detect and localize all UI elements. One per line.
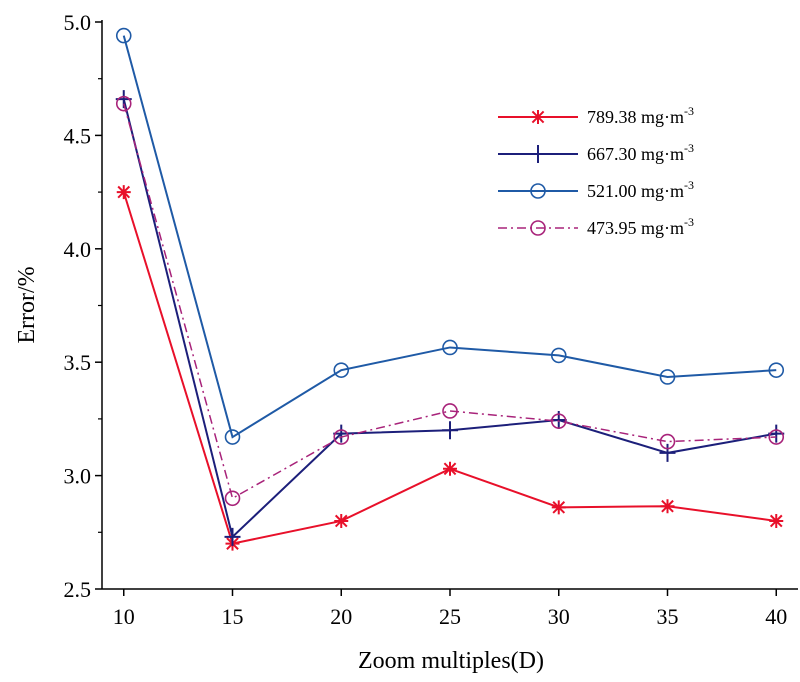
legend-entry-3: 521.00 mg·m-3	[498, 178, 694, 201]
x-tick-label: 10	[113, 604, 135, 629]
x-tick-label: 20	[330, 604, 352, 629]
series-1	[116, 185, 784, 551]
data-point	[659, 433, 676, 450]
data-point	[442, 421, 458, 440]
data-point	[550, 347, 567, 364]
legend-label: 667.30 mg·m-3	[587, 141, 694, 164]
x-tick-label: 25	[439, 604, 461, 629]
data-point	[224, 429, 241, 445]
x-axis-label: Zoom multiples(D)	[358, 648, 544, 674]
data-point	[442, 339, 458, 356]
data-point	[224, 527, 241, 546]
series-line	[122, 35, 777, 439]
legend-entry-1: 789.38 mg·m-3	[498, 104, 694, 127]
data-point	[334, 513, 349, 528]
x-tick-label: 15	[222, 604, 244, 629]
data-point	[116, 185, 131, 200]
x-tick-label: 40	[765, 604, 787, 629]
data-point	[115, 27, 132, 44]
legend-label: 473.95 mg·m-3	[587, 215, 694, 238]
x-tick-label: 35	[657, 604, 679, 629]
legend-label: 521.00 mg·m-3	[587, 178, 694, 201]
legend-marker	[531, 110, 545, 124]
data-point	[551, 500, 566, 515]
y-tick-label: 4.0	[64, 237, 92, 262]
legend-marker	[530, 183, 546, 199]
data-point	[333, 429, 350, 445]
data-point	[115, 95, 132, 112]
data-point	[442, 403, 458, 419]
data-point	[333, 362, 350, 378]
y-tick-label: 3.0	[64, 464, 92, 489]
series-3	[115, 27, 785, 445]
legend-entry-2: 667.30 mg·m-3	[498, 141, 694, 164]
data-point	[659, 443, 676, 462]
y-tick-label: 4.5	[64, 123, 92, 148]
legend-marker	[530, 220, 546, 236]
data-point	[768, 362, 785, 378]
legend: 789.38 mg·m-3 667.30 mg·m-3 521.00 mg·m-3 4…	[498, 104, 694, 238]
data-point	[768, 429, 785, 445]
data-point	[550, 413, 567, 429]
series-layer	[115, 27, 785, 551]
y-tick-label: 2.5	[64, 577, 92, 602]
series-2	[115, 90, 785, 546]
axes: 2.5 3.0 3.5 4.0 4.5 5.0 10 15 20 25 30 35 40	[64, 10, 798, 629]
data-point	[659, 369, 676, 385]
data-point	[660, 499, 675, 514]
data-point	[443, 461, 457, 476]
data-point	[769, 513, 784, 528]
legend-marker	[530, 145, 546, 163]
legend-entry-4: 473.95 mg·m-3	[498, 215, 694, 238]
series-4	[115, 95, 785, 507]
y-axis-label: Error/%	[14, 266, 40, 343]
data-point	[224, 490, 241, 507]
x-tick-label: 30	[548, 604, 570, 629]
y-tick-label: 3.5	[64, 350, 92, 375]
y-tick-label: 5.0	[64, 10, 92, 35]
legend-label: 789.38 mg·m-3	[587, 104, 694, 127]
